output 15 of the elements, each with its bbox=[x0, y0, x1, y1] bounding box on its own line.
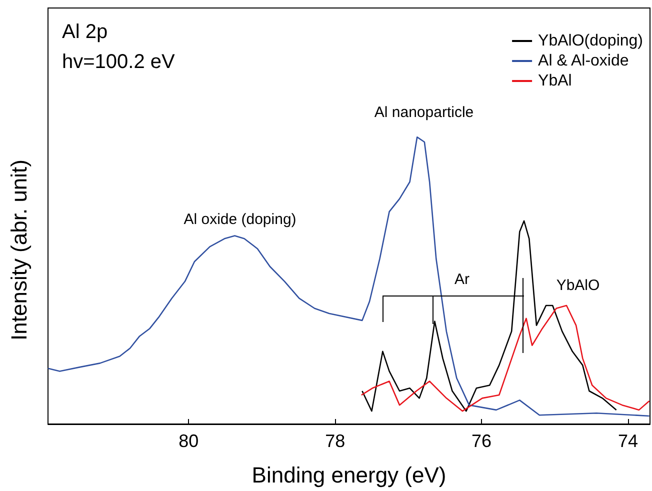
x-tick-label: 76 bbox=[472, 431, 492, 451]
legend-label: YbAl bbox=[538, 72, 572, 90]
text: hv=100.2 eV bbox=[62, 51, 176, 73]
annotation: YbAlO bbox=[556, 277, 600, 294]
text: Al 2p bbox=[62, 21, 108, 43]
legend-label: YbAlO(doping) bbox=[538, 32, 644, 50]
legend-label: Al & Al-oxide bbox=[538, 52, 629, 70]
x-tick-label: 78 bbox=[325, 431, 346, 451]
x-tick-label: 80 bbox=[178, 431, 199, 451]
y-axis-title: Intensity (abr. unit) bbox=[6, 160, 32, 340]
annotation: Ar bbox=[454, 271, 470, 288]
x-axis-title: Binding energy (eV) bbox=[252, 462, 446, 488]
annotation: Al oxide (doping) bbox=[184, 211, 296, 228]
x-tick-label: 74 bbox=[618, 431, 638, 451]
text: Al nanoparticle bbox=[374, 104, 474, 121]
